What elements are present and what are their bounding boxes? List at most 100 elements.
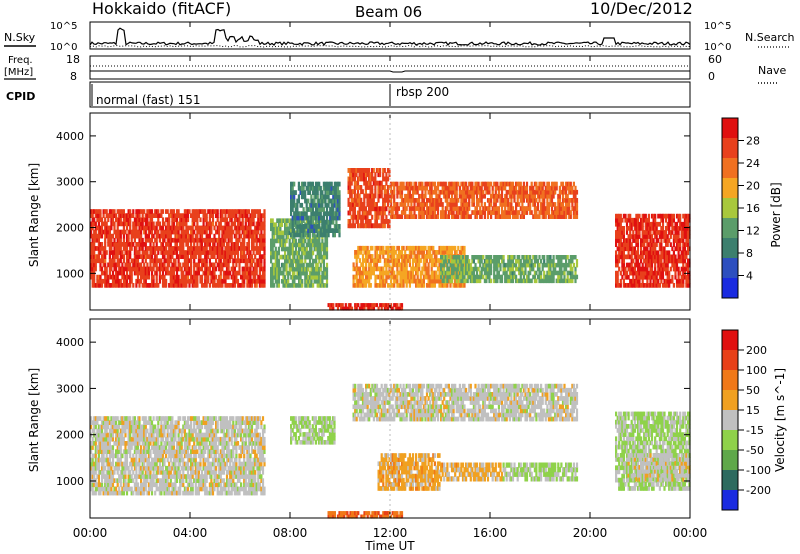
data-cell [379,250,382,255]
data-cell [257,221,260,227]
data-cell [166,221,169,227]
data-cell [422,266,425,272]
data-cell [97,221,100,227]
data-cell [157,229,160,235]
data-cell [508,206,511,211]
data-cell [497,185,500,191]
data-cell [638,226,641,231]
data-cell [135,258,138,264]
data-cell [330,219,333,225]
data-cell [261,270,265,276]
data-cell [150,229,154,235]
data-cell [375,250,379,255]
data-cell [549,198,552,203]
data-cell [336,194,340,200]
data-cell [296,202,299,208]
data-cell [118,266,121,272]
data-cell [372,176,375,182]
data-cell [397,283,400,288]
data-cell [147,213,150,218]
data-cell [254,266,257,272]
data-cell [430,274,433,280]
data-cell [243,233,246,239]
data-cell [300,232,304,238]
data-cell [541,255,544,260]
data-cell [260,274,263,280]
data-cell [319,254,322,260]
data-cell [511,214,515,219]
data-cell [435,189,438,195]
data-cell [293,275,296,280]
data-cell [210,209,213,214]
data-cell [254,262,257,268]
data-cell [352,206,355,212]
data-cell [130,233,133,239]
data-cell [321,207,324,212]
data-cell [543,181,546,187]
data-cell [457,255,460,260]
data-cell [563,206,566,211]
data-cell [496,278,499,284]
data-cell [638,230,641,235]
data-cell [544,274,547,280]
data-cell [119,254,122,259]
data-cell [505,198,508,203]
data-cell [363,283,366,288]
data-cell [304,250,307,256]
data-cell [455,262,458,268]
data-cell [513,270,516,276]
data-cell [527,193,530,199]
data-cell [447,250,450,255]
data-cell [218,242,221,247]
data-cell [241,213,244,218]
data-cell [565,189,568,195]
data-cell [399,185,402,191]
data-cell [360,245,363,251]
data-cell [154,237,157,243]
data-cell [530,198,533,203]
data-cell [353,223,356,229]
data-cell [356,214,360,220]
data-cell [147,266,150,272]
data-cell [110,274,113,280]
data-cell [415,185,418,191]
data-cell [307,283,310,288]
data-cell [138,278,141,284]
data-cell [207,233,210,239]
data-cell [404,270,407,276]
data-cell [332,228,335,233]
data-cell [468,214,471,219]
data-cell [232,250,235,255]
data-cell [647,262,650,268]
data-cell [233,246,236,251]
data-cell [549,270,552,276]
data-cell [316,250,319,256]
data-cell [555,206,558,211]
data-cell [285,258,288,264]
data-cell [555,214,558,219]
data-cell [318,258,321,264]
data-cell [252,250,255,255]
data-cell [313,266,316,272]
data-cell [418,278,421,284]
data-cell [129,225,132,231]
data-cell [146,237,149,243]
data-cell [338,194,341,200]
data-cell [219,274,222,280]
data-cell [522,270,525,276]
data-cell [349,168,352,173]
data-cell [385,274,388,280]
data-cell [447,202,450,207]
data-cell [416,262,419,268]
data-cell [172,237,175,243]
data-cell [208,225,211,231]
data-cell [225,254,229,259]
data-cell [419,210,422,215]
data-cell [305,283,308,288]
data-cell [427,278,430,284]
data-cell [493,259,496,264]
data-cell [554,206,557,211]
data-cell [646,270,649,276]
data-cell [361,278,365,284]
data-cell [466,262,469,268]
